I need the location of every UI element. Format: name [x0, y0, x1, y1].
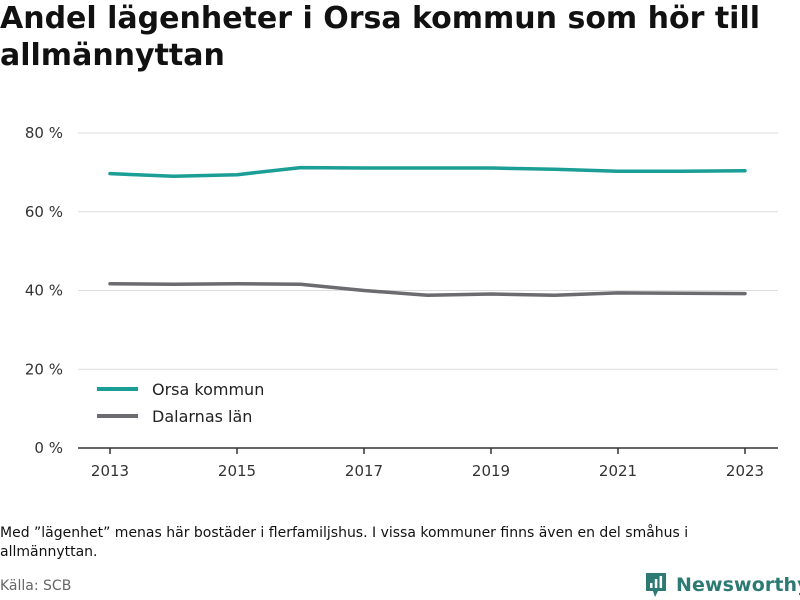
x-axis-ticks: 2013 2015 2017 2019 2021 2023	[91, 448, 764, 480]
source-label: Källa: SCB	[0, 578, 72, 594]
x-tick-label: 2019	[472, 462, 510, 480]
y-tick-label: 40 %	[25, 282, 63, 300]
brand-name: Newsworthy	[676, 574, 800, 596]
y-tick-label: 80 %	[25, 124, 63, 142]
x-tick-label: 2017	[345, 462, 383, 480]
y-tick-label: 0 %	[34, 439, 63, 457]
newsworthy-icon	[646, 573, 666, 597]
series-line-1	[108, 282, 747, 297]
y-axis-ticks: 0 % 20 % 40 % 60 % 80 %	[25, 124, 63, 457]
y-tick-label: 20 %	[25, 360, 63, 378]
line-chart: 0 % 20 % 40 % 60 % 80 % 2013 2015 2017 2019 2021…	[25, 124, 778, 480]
chart-title: Andel lägenheter i Orsa kommun som hör t…	[0, 1, 761, 73]
legend: Orsa kommun Dalarnas län	[97, 380, 264, 426]
legend-label: Orsa kommun	[152, 380, 264, 399]
newsworthy-logo[interactable]: Newsworthy	[644, 570, 800, 600]
x-tick-label: 2021	[599, 462, 637, 480]
x-tick-label: 2013	[91, 462, 129, 480]
series-line-0	[108, 165, 747, 179]
series-lines	[108, 165, 747, 297]
x-tick-label: 2015	[218, 462, 256, 480]
y-tick-label: 60 %	[25, 203, 63, 221]
grid-lines	[78, 132, 778, 370]
footnote: Med ”lägenhet” menas här bostäder i fler…	[0, 525, 689, 560]
legend-label: Dalarnas län	[152, 407, 252, 426]
x-tick-label: 2023	[726, 462, 764, 480]
